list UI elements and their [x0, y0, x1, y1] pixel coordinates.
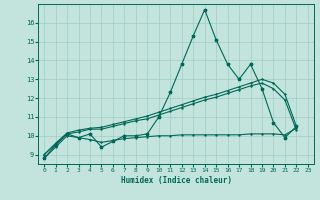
- X-axis label: Humidex (Indice chaleur): Humidex (Indice chaleur): [121, 176, 231, 185]
